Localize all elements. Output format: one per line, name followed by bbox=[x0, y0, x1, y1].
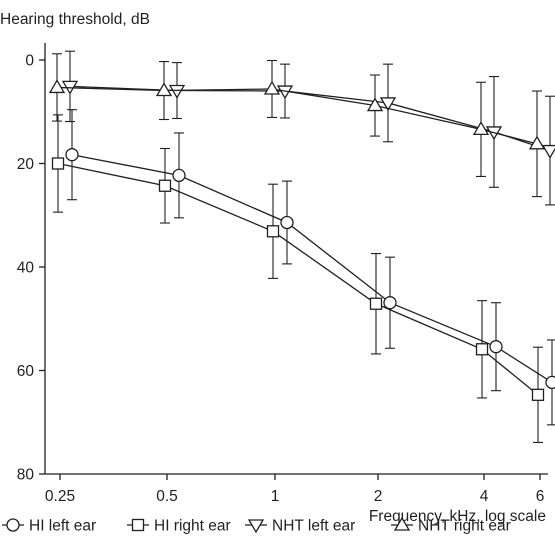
data-point-nht-left-ear bbox=[541, 144, 555, 159]
data-point-hi-left-ear bbox=[545, 375, 555, 390]
legend-label: HI right ear bbox=[154, 518, 231, 535]
data-point-nht-right-ear bbox=[528, 135, 546, 150]
data-point-nht-left-ear bbox=[379, 97, 397, 112]
legend-marker bbox=[6, 518, 20, 532]
y-tick-label: 60 bbox=[17, 363, 35, 380]
x-tick-label: 6 bbox=[536, 488, 545, 505]
data-point-nht-right-ear bbox=[263, 80, 281, 95]
legend-marker bbox=[247, 519, 265, 534]
data-point-hi-right-ear bbox=[369, 297, 383, 310]
y-tick-label: 20 bbox=[17, 156, 35, 173]
data-point-nht-right-ear bbox=[472, 121, 490, 135]
data-point-nht-right-ear bbox=[48, 79, 66, 94]
data-point-hi-left-ear bbox=[383, 296, 397, 310]
data-point-hi-left-ear bbox=[489, 340, 503, 354]
data-point-hi-right-ear bbox=[475, 343, 489, 356]
legend-label: NHT right ear bbox=[418, 518, 511, 535]
x-tick-label: 0.5 bbox=[156, 488, 178, 505]
data-point-hi-left-ear bbox=[280, 215, 294, 230]
legend-label: NHT left ear bbox=[272, 518, 355, 535]
data-point-nht-right-ear bbox=[155, 82, 173, 97]
x-tick-label: 0.25 bbox=[45, 488, 75, 505]
x-tick-label: 2 bbox=[374, 488, 383, 505]
legend-label: HI left ear bbox=[29, 518, 96, 535]
legend-marker bbox=[131, 518, 145, 532]
y-tick-label: 0 bbox=[25, 53, 34, 70]
data-point-hi-right-ear bbox=[158, 179, 172, 192]
series-line-hi-right-ear bbox=[57, 162, 539, 396]
data-point-hi-left-ear bbox=[65, 148, 79, 162]
y-tick-label: 80 bbox=[17, 467, 35, 484]
series-line-nht-right-ear bbox=[56, 86, 538, 145]
data-point-nht-right-ear bbox=[366, 97, 384, 112]
data-point-nht-left-ear bbox=[168, 84, 186, 99]
series-line-hi-left-ear bbox=[71, 154, 553, 383]
y-tick-label: 40 bbox=[17, 260, 35, 277]
x-tick-label: 1 bbox=[271, 488, 280, 505]
data-point-hi-left-ear bbox=[172, 168, 186, 183]
x-tick-label: 4 bbox=[480, 488, 489, 505]
data-point-hi-right-ear bbox=[266, 225, 280, 238]
data-point-hi-right-ear bbox=[531, 388, 545, 401]
y-axis-label: Hearing threshold, dB bbox=[0, 11, 150, 28]
series-line-nht-left-ear bbox=[69, 85, 551, 152]
x-axis-label: Frequency, kHz, log scale bbox=[369, 508, 546, 525]
data-point-hi-right-ear bbox=[51, 157, 65, 170]
legend-marker bbox=[393, 516, 411, 531]
